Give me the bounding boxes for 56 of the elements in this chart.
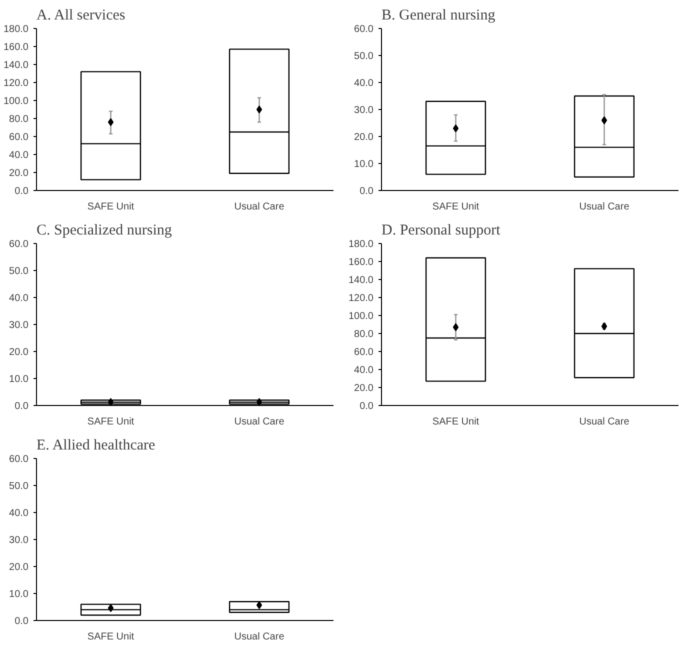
- x-tick-label: SAFE Unit: [432, 416, 480, 428]
- x-tick-label: SAFE Unit: [87, 202, 134, 212]
- x-tick-label: Usual Care: [234, 416, 285, 428]
- y-tick-label: 60.0: [354, 347, 374, 358]
- y-tick-label: 0.0: [360, 186, 374, 197]
- y-tick-label: 0.0: [14, 401, 29, 412]
- y-tick-label: 60.0: [354, 24, 374, 35]
- y-tick-label: 40.0: [354, 365, 374, 376]
- y-tick-label: 40.0: [9, 508, 29, 519]
- y-tick-label: 20.0: [9, 168, 29, 179]
- x-tick-label: Usual Care: [579, 202, 630, 212]
- x-tick-label: SAFE Unit: [87, 416, 134, 428]
- y-tick-label: 50.0: [9, 266, 29, 277]
- y-tick-label: 50.0: [9, 481, 29, 492]
- y-tick-label: 0.0: [14, 186, 29, 197]
- y-tick-label: 160.0: [348, 257, 374, 268]
- y-tick-label: 120.0: [348, 293, 374, 304]
- y-tick-label: 100.0: [3, 96, 29, 107]
- x-tick-label: Usual Care: [579, 416, 630, 428]
- chart-title: E. Allied healthcare: [36, 438, 156, 454]
- y-tick-label: 40.0: [354, 78, 374, 89]
- y-tick-label: 30.0: [9, 320, 29, 331]
- chart-title: A. All services: [36, 8, 126, 24]
- x-tick-label: Usual Care: [234, 202, 285, 212]
- y-tick-label: 40.0: [9, 150, 29, 161]
- y-tick-label: 10.0: [354, 159, 374, 170]
- y-tick-label: 60.0: [9, 132, 29, 143]
- y-tick-label: 60.0: [9, 454, 29, 465]
- y-tick-label: 60.0: [9, 239, 29, 250]
- y-tick-label: 50.0: [354, 51, 374, 62]
- y-tick-label: 120.0: [3, 78, 29, 89]
- y-tick-label: 10.0: [9, 589, 29, 600]
- y-tick-label: 10.0: [9, 374, 29, 385]
- y-tick-label: 20.0: [354, 132, 374, 143]
- y-tick-label: 80.0: [354, 329, 374, 340]
- y-tick-label: 140.0: [348, 275, 374, 286]
- chart-title: C. Specialized nursing: [36, 222, 172, 238]
- x-tick-label: SAFE Unit: [87, 632, 134, 642]
- y-tick-label: 20.0: [9, 562, 29, 573]
- x-tick-label: SAFE Unit: [432, 202, 480, 212]
- y-tick-label: 140.0: [3, 60, 29, 71]
- y-tick-label: 0.0: [14, 616, 29, 627]
- x-tick-label: Usual Care: [234, 632, 285, 642]
- y-tick-label: 20.0: [354, 383, 374, 394]
- y-tick-label: 100.0: [348, 311, 374, 322]
- y-tick-label: 160.0: [3, 42, 29, 53]
- y-tick-label: 80.0: [9, 114, 29, 125]
- y-tick-label: 180.0: [348, 239, 374, 250]
- y-tick-label: 40.0: [9, 293, 29, 304]
- y-tick-label: 20.0: [9, 347, 29, 358]
- y-tick-label: 30.0: [354, 105, 374, 116]
- chart-title: B. General nursing: [382, 8, 496, 24]
- chart-title: D. Personal support: [382, 222, 502, 238]
- y-tick-label: 30.0: [9, 535, 29, 546]
- y-tick-label: 180.0: [3, 24, 29, 35]
- y-tick-label: 0.0: [360, 401, 374, 412]
